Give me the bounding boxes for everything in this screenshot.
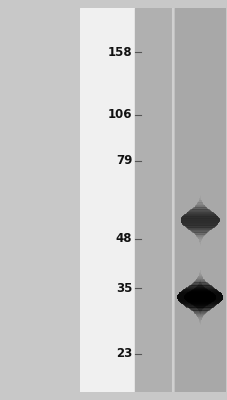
Bar	[135, 8, 171, 392]
Text: 158: 158	[107, 46, 132, 59]
Bar	[174, 8, 225, 392]
Text: 35: 35	[116, 282, 132, 294]
Text: 79: 79	[116, 154, 132, 167]
Text: 23: 23	[116, 347, 132, 360]
Text: 106: 106	[107, 108, 132, 121]
Text: 48: 48	[115, 232, 132, 245]
Bar	[79, 8, 135, 392]
